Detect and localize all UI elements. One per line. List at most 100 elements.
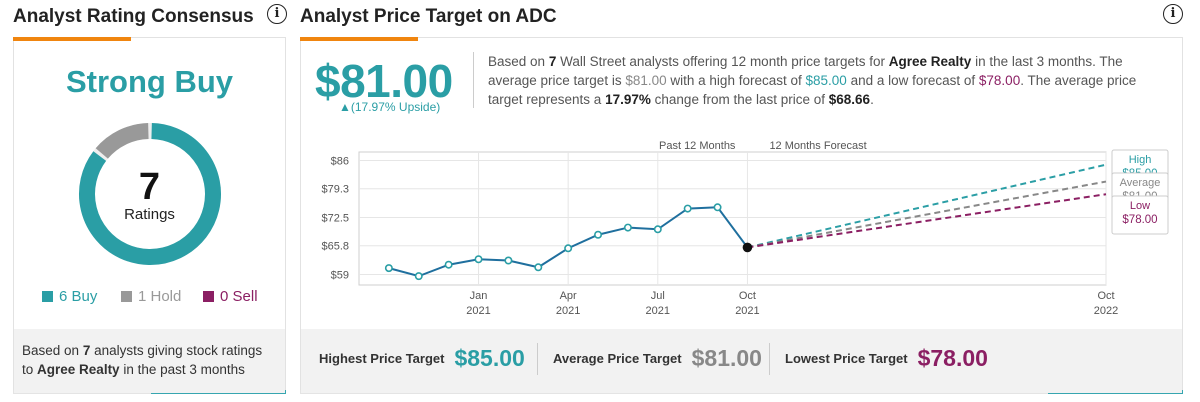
footer-middle: analysts giving stock ratings to [22,343,263,377]
legend-hold: 1 Hold [121,288,181,305]
price-target-card: $81.00 ▲(17.97% Upside) Based on 7 Wall … [300,37,1183,394]
forecast-value: $78.00 [1122,214,1157,226]
summary-text: in the last 3 months. The average price … [488,54,1123,88]
donut-segment-buy [79,123,221,265]
past-12-months-label: Past 12 Months [659,140,736,152]
x-tick-year: 2022 [1094,305,1118,317]
consensus-label: Strong Buy [65,64,234,99]
legend-buy: 6 Buy [42,288,97,305]
rating-card: Strong Buy 7 Ratings 6 Buy 1 Hold 0 Sell… [13,37,286,394]
footer-suffix: in the past 3 months [123,362,245,377]
x-tick-year: 2021 [466,305,490,317]
price-point[interactable] [534,263,543,272]
summary-low: $78.00 [978,73,1021,88]
chart-grid [358,151,1107,286]
forecast-label: 12 Months Forecast [769,140,866,152]
divider [473,52,474,108]
average-target-value: $81.00 [691,345,762,371]
footer-prefix: Based on [22,343,80,358]
highest-target: Highest Price Target $85.00 [319,345,525,372]
lowest-target-value: $78.00 [917,345,988,371]
price-target-footer: Highest Price Target $85.00 Average Pric… [301,329,1182,393]
average-target: Average Price Target $81.00 [553,345,762,372]
lowest-target-label: Lowest Price Target [785,351,908,366]
hold-swatch [121,291,132,302]
summary-last-price: $68.66 [828,92,871,107]
legend-sell-label: 0 Sell [220,288,258,305]
info-icon[interactable]: i [267,4,287,24]
x-tick-month: Oct [739,290,756,302]
x-tick-month: Jan [470,290,488,302]
legend-buy-label: 6 Buy [59,288,98,305]
price-point[interactable] [474,255,483,264]
summary-text: change from the last price of [654,92,825,107]
rating-panel-title: Analyst Rating Consensus [13,6,254,27]
summary-high: $85.00 [805,73,847,88]
price-point[interactable] [504,256,513,265]
forecast-line-average [747,180,1107,249]
price-point[interactable] [444,260,453,269]
summary-text: . [870,92,874,107]
x-tick-year: 2021 [735,305,759,317]
target-summary: Based on 7 Wall Street analysts offering… [488,52,1168,109]
x-tick-month: Oct [1097,290,1114,302]
upside-label: ▲(17.97% Upside) [339,100,441,114]
buy-swatch [42,291,53,302]
summary-count: 7 [548,54,557,69]
y-tick-label: $72.5 [321,212,349,224]
legend-hold-label: 1 Hold [138,288,182,305]
price-point[interactable] [594,230,603,239]
price-point[interactable] [653,225,662,234]
price-point[interactable] [384,264,393,273]
ratings-donut [79,123,221,265]
price-point[interactable] [683,204,692,213]
summary-average: $81.00 [625,73,667,88]
x-tick-year: 2021 [646,305,670,317]
forecast-name: High [1129,154,1152,166]
summary-text: Wall Street analysts offering 12 month p… [560,54,885,69]
price-point[interactable] [713,203,722,212]
highest-target-label: Highest Price Target [319,351,445,366]
average-target-label: Average Price Target [553,351,682,366]
y-tick-label: $79.3 [321,184,349,196]
price-point[interactable] [742,242,753,253]
forecast-line-low [747,193,1107,249]
x-tick-month: Jul [651,290,665,302]
forecast-name: Average [1120,177,1161,189]
y-tick-label: $59 [331,269,349,281]
y-tick-label: $65.8 [321,241,349,253]
divider [537,343,538,375]
y-tick-label: $86 [331,155,349,167]
summary-company: Agree Realty [888,54,972,69]
legend-sell: 0 Sell [203,288,258,305]
tab-indicator [13,37,131,41]
donut-segment-hold [95,123,149,159]
summary-text: with a high forecast of [670,73,802,88]
summary-percent: 17.97% [605,92,651,107]
target-panel-title: Analyst Price Target on ADC [300,6,557,27]
rating-footer-text: Based on 7 analysts giving stock ratings… [14,329,285,393]
tab-indicator [300,37,418,41]
average-price-target: $81.00 [315,55,453,107]
sell-swatch [203,291,214,302]
footer-count: 7 [82,343,91,358]
price-target-chart: $86 $79.3 $72.5 $65.8 $59 Jan 2021 Apr 2021 Jul 20… [321,140,1169,317]
x-tick-year: 2021 [556,305,580,317]
price-point[interactable] [414,272,423,281]
ratings-label: Ratings [124,206,175,223]
footer-company: Agree Realty [37,362,120,377]
forecast-box-low [1111,195,1169,235]
lowest-target: Lowest Price Target $78.00 [785,345,988,372]
forecast-line-high [747,163,1107,249]
chart-labels: $86 $79.3 $72.5 $65.8 $59 Jan 2021 Apr 2021 Jul 20… [321,140,1169,317]
forecast-name: Low [1130,200,1150,212]
plot-frame [358,151,1107,286]
price-point[interactable] [564,244,573,253]
highest-target-value: $85.00 [454,345,525,371]
price-point[interactable] [623,223,632,232]
chart-marks [384,163,1107,281]
ratings-count: 7 [138,166,161,208]
summary-text: Based on [488,54,546,69]
summary-text: and a low forecast of [850,73,976,88]
info-icon[interactable]: i [1163,4,1183,24]
